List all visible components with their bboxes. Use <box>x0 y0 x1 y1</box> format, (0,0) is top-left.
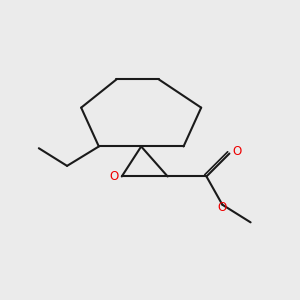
Text: O: O <box>232 145 242 158</box>
Text: O: O <box>110 170 118 183</box>
Text: O: O <box>217 201 226 214</box>
